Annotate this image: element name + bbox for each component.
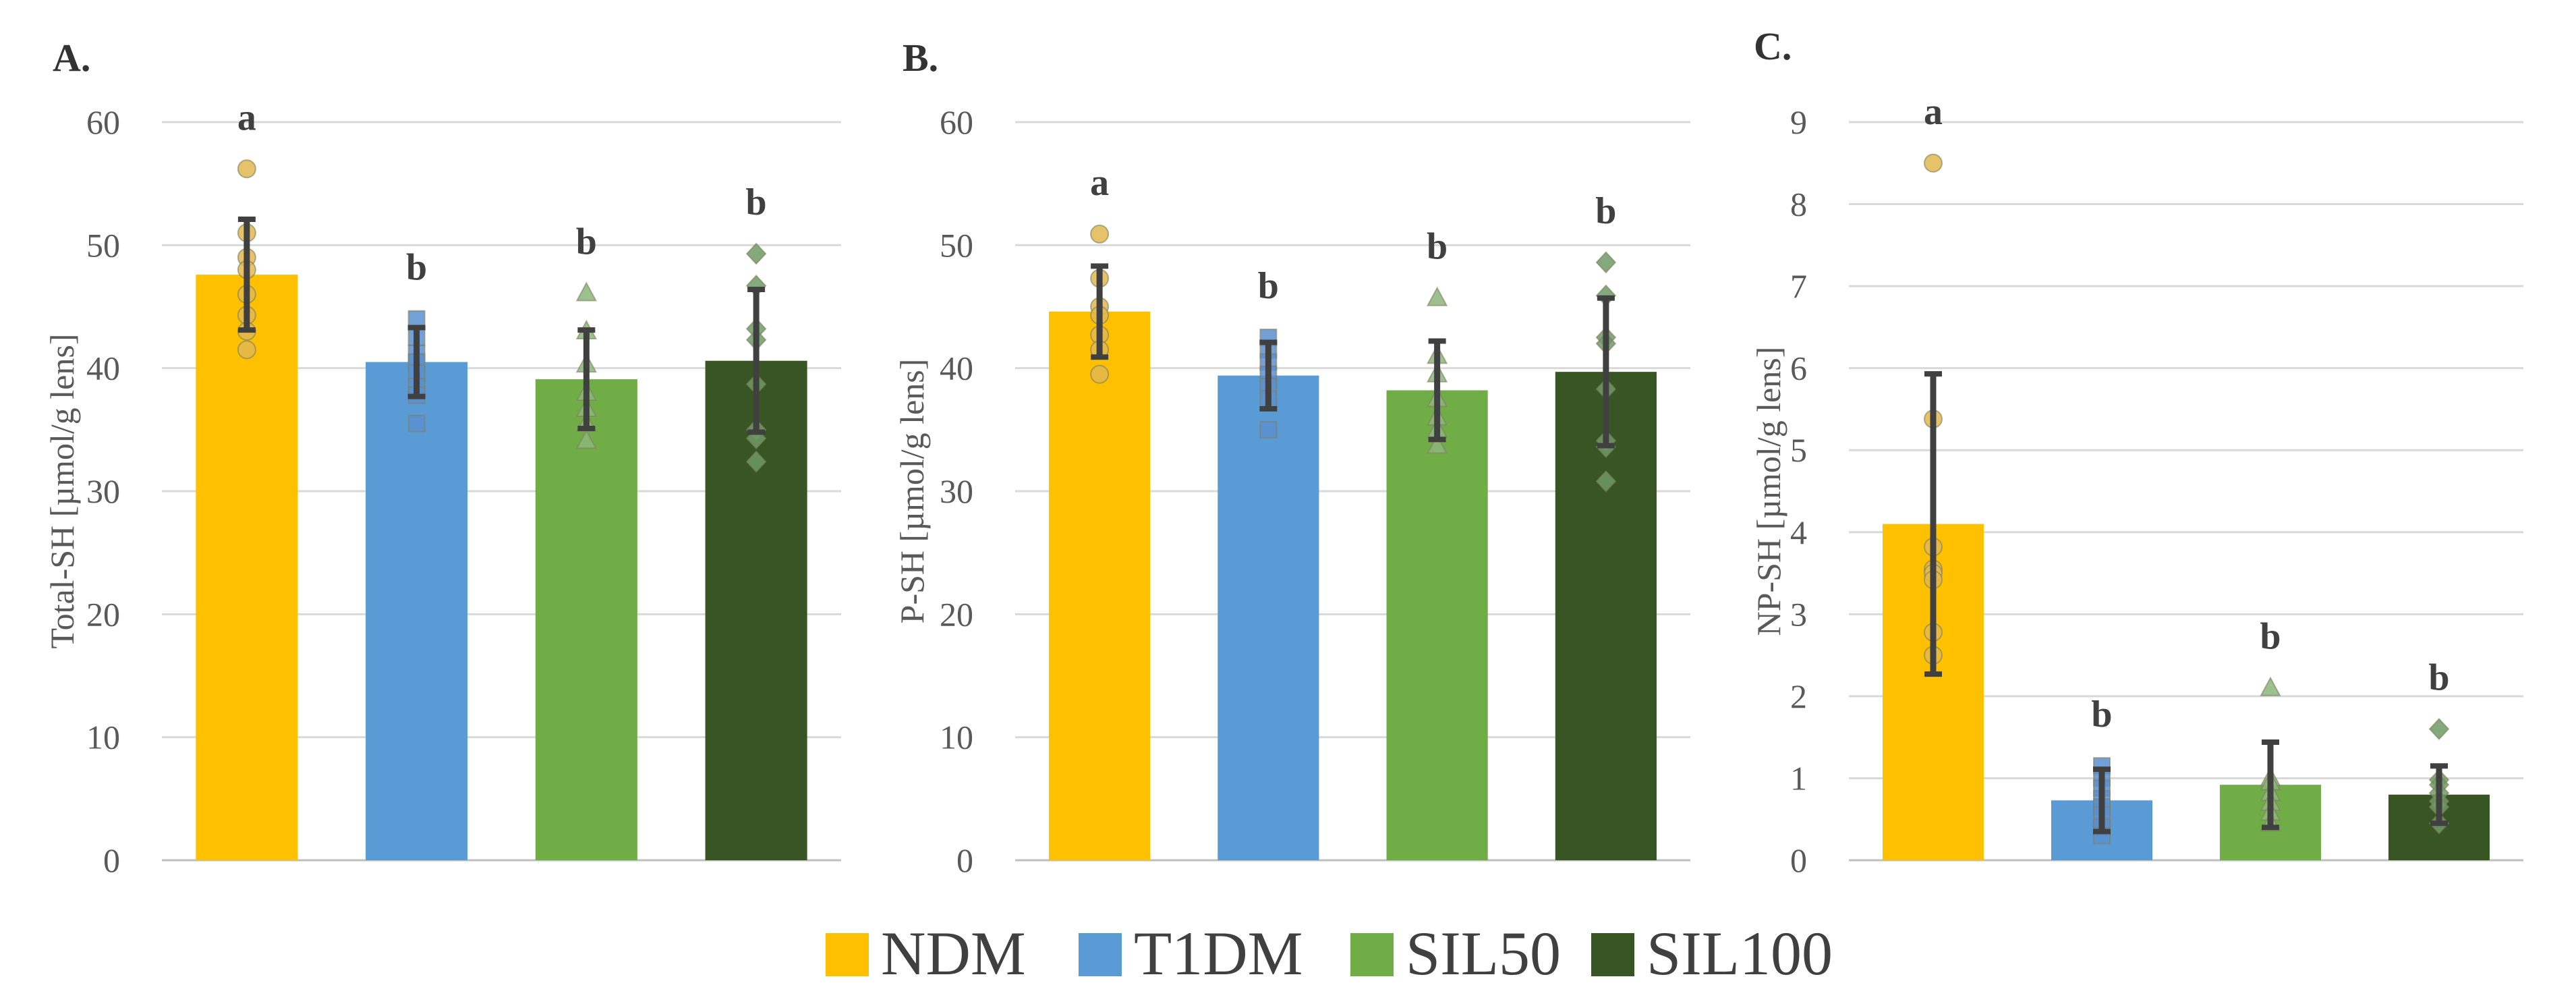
significance-letter: b bbox=[1595, 190, 1616, 232]
y-tick-label: 1 bbox=[1790, 759, 1807, 797]
data-point bbox=[1090, 224, 1110, 244]
data-point bbox=[575, 429, 598, 449]
y-tick-label: 30 bbox=[940, 472, 973, 510]
data-point bbox=[407, 414, 426, 432]
y-tick-label: 0 bbox=[1790, 841, 1807, 879]
bar-sil50 bbox=[1386, 390, 1488, 860]
data-point bbox=[237, 340, 256, 360]
chart-panel-2: 0 10 20 30 40 50 60B. P-SH [µmol/g lens] a b b b bbox=[893, 36, 1690, 879]
y-tick-label: 40 bbox=[86, 349, 120, 387]
y-tick-label: 0 bbox=[103, 841, 120, 879]
y-tick-label: 8 bbox=[1790, 186, 1807, 223]
data-point bbox=[1426, 286, 1448, 306]
data-point bbox=[575, 281, 598, 302]
y-tick-label: 20 bbox=[940, 595, 973, 633]
legend-swatch bbox=[826, 933, 869, 976]
y-tick-label: 40 bbox=[940, 349, 973, 387]
y-axis-title: NP-SH [µmol/g lens] bbox=[1750, 347, 1787, 636]
data-point bbox=[745, 450, 767, 473]
y-tick-label: 4 bbox=[1790, 513, 1807, 551]
panel-label: B. bbox=[903, 36, 938, 80]
data-point bbox=[745, 242, 767, 265]
significance-letter: b bbox=[2260, 616, 2281, 658]
data-point bbox=[2260, 676, 2281, 696]
bar-t1dm bbox=[366, 362, 468, 860]
data-point bbox=[1090, 364, 1110, 384]
y-tick-label: 7 bbox=[1790, 267, 1807, 305]
chart-panel-3: 0 1 2 3 4 5 6 7 8 9 C. NP-SH [µmol/g lens] a b b b bbox=[1750, 24, 2523, 879]
bar-t1dm bbox=[1218, 375, 1319, 860]
legend-label: NDM bbox=[881, 919, 1026, 988]
y-tick-label: 20 bbox=[86, 595, 120, 633]
legend-item-sil50: SIL50 bbox=[1350, 919, 1561, 988]
y-tick-label: 9 bbox=[1790, 103, 1807, 141]
y-tick-label: 30 bbox=[86, 472, 120, 510]
significance-letter: b bbox=[2091, 694, 2112, 735]
significance-letter: b bbox=[1258, 265, 1279, 307]
significance-letter: b bbox=[576, 221, 597, 262]
y-tick-label: 2 bbox=[1790, 677, 1807, 715]
significance-letter: b bbox=[406, 247, 427, 289]
y-axis-title: P-SH [µmol/g lens] bbox=[893, 359, 931, 624]
y-tick-label: 10 bbox=[86, 719, 120, 756]
legend-label: T1DM bbox=[1134, 919, 1303, 988]
legend-swatch bbox=[1350, 933, 1394, 976]
panel-label: A. bbox=[53, 36, 90, 80]
legend-item-sil100: SIL100 bbox=[1591, 919, 1833, 988]
data-point bbox=[2428, 718, 2450, 740]
y-tick-label: 60 bbox=[86, 103, 120, 141]
y-tick-label: 6 bbox=[1790, 349, 1807, 387]
y-tick-label: 50 bbox=[86, 226, 120, 264]
significance-letter: a bbox=[237, 96, 256, 138]
y-tick-label: 0 bbox=[956, 841, 973, 879]
legend-item-ndm: NDM bbox=[826, 919, 1026, 988]
data-point bbox=[1595, 470, 1617, 493]
significance-letter: a bbox=[1090, 162, 1109, 204]
data-point bbox=[1924, 153, 1943, 173]
data-point bbox=[1426, 434, 1448, 454]
bar-ndm bbox=[1049, 311, 1151, 860]
data-point bbox=[1595, 251, 1617, 274]
data-point bbox=[407, 310, 426, 328]
bar-sil50 bbox=[535, 379, 637, 860]
significance-letter: a bbox=[1924, 91, 1943, 133]
significance-letter: b bbox=[746, 181, 767, 223]
data-point bbox=[1259, 420, 1278, 439]
y-tick-label: 60 bbox=[940, 103, 973, 141]
y-tick-label: 50 bbox=[940, 226, 973, 264]
bar-ndm bbox=[196, 275, 298, 860]
y-tick-label: 5 bbox=[1790, 431, 1807, 469]
legend-label: SIL50 bbox=[1406, 919, 1561, 988]
legend-item-t1dm: T1DM bbox=[1079, 919, 1303, 988]
data-point bbox=[237, 159, 256, 179]
chart-panel-1: 0 10 20 30 40 50 60 A. Total-SH [µmol/g lens] a b b… bbox=[43, 36, 841, 879]
y-tick-label: 10 bbox=[940, 719, 973, 756]
panel-label: C. bbox=[1754, 24, 1792, 68]
legend-swatch bbox=[1591, 933, 1634, 976]
significance-letter: b bbox=[1427, 226, 1448, 268]
y-axis-title: Total-SH [µmol/g lens] bbox=[43, 334, 81, 649]
legend-swatch bbox=[1079, 933, 1122, 976]
y-tick-label: 3 bbox=[1790, 595, 1807, 633]
legend-label: SIL100 bbox=[1647, 919, 1833, 988]
significance-letter: b bbox=[2428, 657, 2449, 699]
chart-legend: NDM T1DM SIL50 SIL100 bbox=[826, 919, 1833, 988]
